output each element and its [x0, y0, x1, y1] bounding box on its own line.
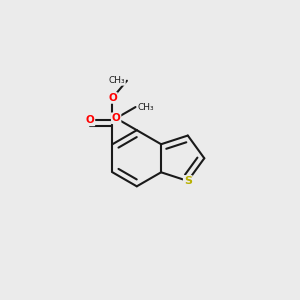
Text: S: S [184, 176, 192, 186]
Text: O: O [112, 113, 121, 123]
Text: CH₃: CH₃ [109, 76, 125, 85]
Text: CH₃: CH₃ [137, 103, 154, 112]
Text: O: O [108, 93, 117, 103]
Text: O: O [85, 116, 94, 125]
